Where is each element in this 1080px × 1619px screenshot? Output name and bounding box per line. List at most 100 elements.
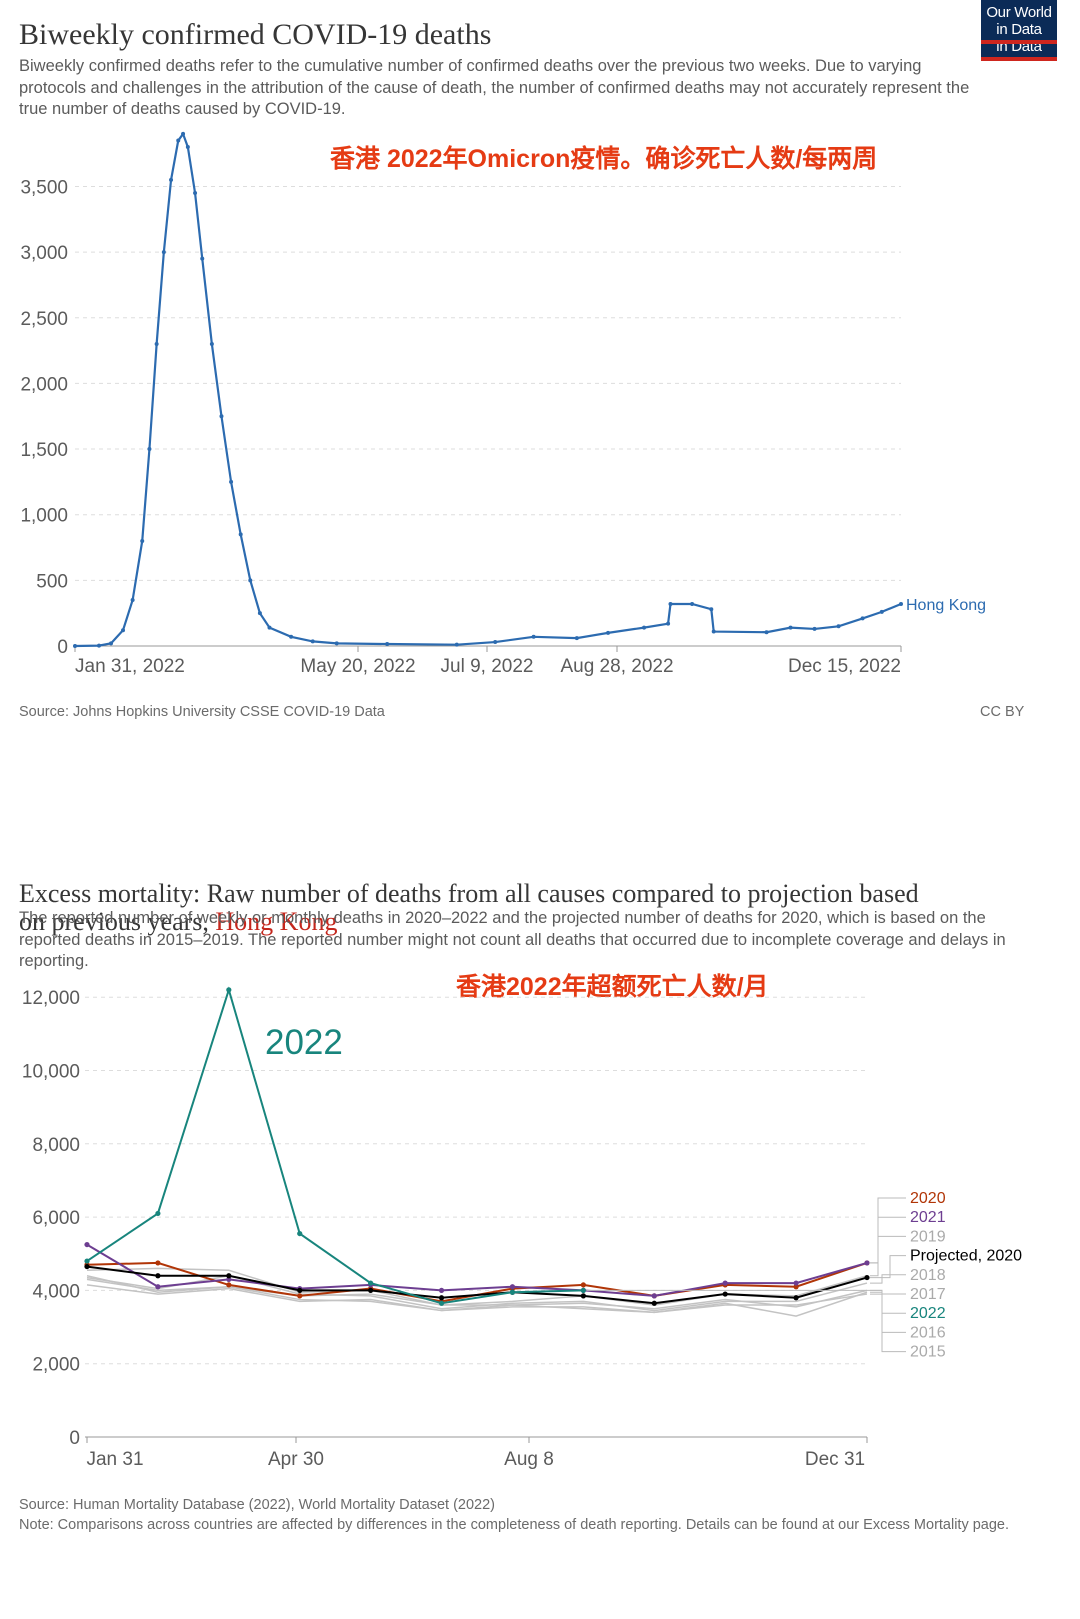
- data-point: [722, 1280, 728, 1286]
- data-point: [879, 609, 884, 614]
- y-tick-label: 8,000: [32, 1135, 80, 1156]
- logo-line-2: in Data: [996, 21, 1042, 38]
- data-point: [788, 625, 793, 630]
- legend-label-2022: 2022: [910, 1305, 946, 1322]
- data-point: [147, 447, 152, 452]
- data-point: [209, 342, 214, 347]
- data-point: [97, 643, 102, 648]
- data-point: [438, 1295, 445, 1301]
- chart-title: Biweekly confirmed COVID-19 deaths: [19, 18, 492, 51]
- data-point: [238, 532, 243, 537]
- data-point: [140, 538, 145, 543]
- data-point: [899, 601, 903, 606]
- data-point: [812, 626, 817, 631]
- y-tick-label: 1,500: [20, 440, 68, 461]
- legend-leader-2020: [870, 1197, 906, 1264]
- owid-logo-2[interactable]: Our World in Data: [981, 0, 1057, 44]
- chart-annotation: 香港 2022年Omicron疫情。确诊死亡人数/每两周: [330, 145, 878, 173]
- data-point: [860, 616, 865, 621]
- data-point: [651, 1293, 657, 1299]
- y-tick-label: 3,000: [20, 243, 68, 264]
- data-point: [574, 636, 579, 641]
- legend-label-projected-2020: Projected, 2020: [910, 1248, 1022, 1265]
- data-point: [709, 607, 714, 612]
- data-point: [642, 625, 647, 630]
- data-point: [155, 1284, 161, 1290]
- data-point: [161, 250, 166, 255]
- y-tick-label: 0: [57, 637, 68, 658]
- chart-subtitle: Biweekly confirmed deaths refer to the c…: [19, 57, 970, 118]
- data-point: [84, 1263, 90, 1270]
- data-point: [297, 1230, 303, 1237]
- country-selector[interactable]: Hong Kong: [215, 907, 338, 936]
- data-point: [226, 987, 232, 993]
- chart-title-main: Excess mortality: Raw number of deaths f…: [19, 879, 919, 936]
- data-point: [690, 601, 695, 606]
- chart-note: Note: Comparisons across countries are a…: [19, 1517, 1010, 1533]
- data-point: [606, 630, 611, 635]
- data-point: [793, 1280, 799, 1286]
- x-tick-label: Jul 9, 2022: [441, 656, 534, 677]
- y-tick-label: 2,000: [20, 374, 68, 395]
- data-point: [509, 1284, 516, 1290]
- legend-label-2018: 2018: [910, 1267, 946, 1284]
- data-point: [193, 191, 198, 196]
- data-point: [130, 598, 135, 603]
- legend-label-2016: 2016: [910, 1324, 946, 1341]
- data-point: [229, 479, 234, 484]
- series-line-2019: [86, 1267, 868, 1306]
- y-tick-label: 4,000: [32, 1281, 80, 1302]
- y-tick-label: 6,000: [32, 1208, 80, 1229]
- series-line-2021: [86, 1243, 868, 1297]
- data-point: [580, 1293, 586, 1299]
- x-tick-label: Aug 8: [504, 1449, 554, 1470]
- data-point: [509, 1289, 516, 1295]
- data-point: [155, 1210, 161, 1217]
- data-point: [248, 578, 253, 583]
- data-point: [668, 601, 673, 606]
- data-point: [297, 1293, 303, 1299]
- data-point: [226, 1273, 232, 1279]
- x-tick-label: Jan 31: [86, 1449, 143, 1470]
- legend-leader-2015: [870, 1293, 906, 1353]
- data-point: [109, 641, 114, 646]
- source-note-2: Source: Human Mortality Database (2022),…: [19, 1497, 496, 1513]
- data-point: [864, 1274, 870, 1281]
- data-point: [169, 177, 174, 182]
- series-line-hong-kong: [74, 131, 902, 648]
- legend-leader-2016: [870, 1291, 906, 1333]
- data-point: [155, 1273, 161, 1279]
- legend-label-2017: 2017: [910, 1286, 946, 1303]
- y-tick-label: 0: [69, 1428, 80, 1449]
- data-point: [334, 641, 339, 646]
- data-point: [176, 138, 181, 143]
- data-point: [438, 1287, 445, 1293]
- chart-subtitle-2: The reported number of weekly or monthly…: [19, 909, 1006, 970]
- x-tick-label: Dec 31: [805, 1449, 865, 1470]
- legend-leader-projected-2020: [870, 1255, 906, 1279]
- data-point: [651, 1300, 657, 1306]
- data-point: [666, 621, 671, 626]
- y-tick-label: 3,500: [20, 177, 68, 198]
- data-point: [368, 1280, 374, 1286]
- y-tick-label: 12,000: [22, 988, 80, 1009]
- line-chart-excess-mortality: 0 2,000 4,000 6,000 8,000 10,000 12,000 Jan 31 A…: [22, 986, 1022, 1470]
- data-point: [185, 145, 190, 150]
- data-point: [267, 625, 272, 630]
- chart-panel-biweekly-deaths: Biweekly confirmed COVID-19 deaths Biwee…: [0, 0, 1080, 760]
- chart-title-2: Excess mortality: Raw number of deaths f…: [19, 880, 919, 936]
- data-point: [155, 1260, 161, 1266]
- x-tick-label: Jan 31, 2022: [75, 656, 185, 677]
- legend-label-2021: 2021: [910, 1209, 946, 1226]
- data-point: [84, 1241, 90, 1248]
- x-tick-label: Dec 15, 2022: [788, 656, 901, 677]
- y-tick-label: 2,500: [20, 309, 68, 330]
- y-tick-label: 500: [36, 571, 68, 592]
- data-point: [385, 642, 390, 647]
- license-link[interactable]: CC BY: [980, 704, 1025, 720]
- series-line-2022: [86, 986, 584, 1305]
- data-point: [219, 414, 224, 419]
- source-note: Source: Johns Hopkins University CSSE CO…: [19, 704, 385, 720]
- data-point: [154, 342, 159, 347]
- data-point: [764, 630, 769, 635]
